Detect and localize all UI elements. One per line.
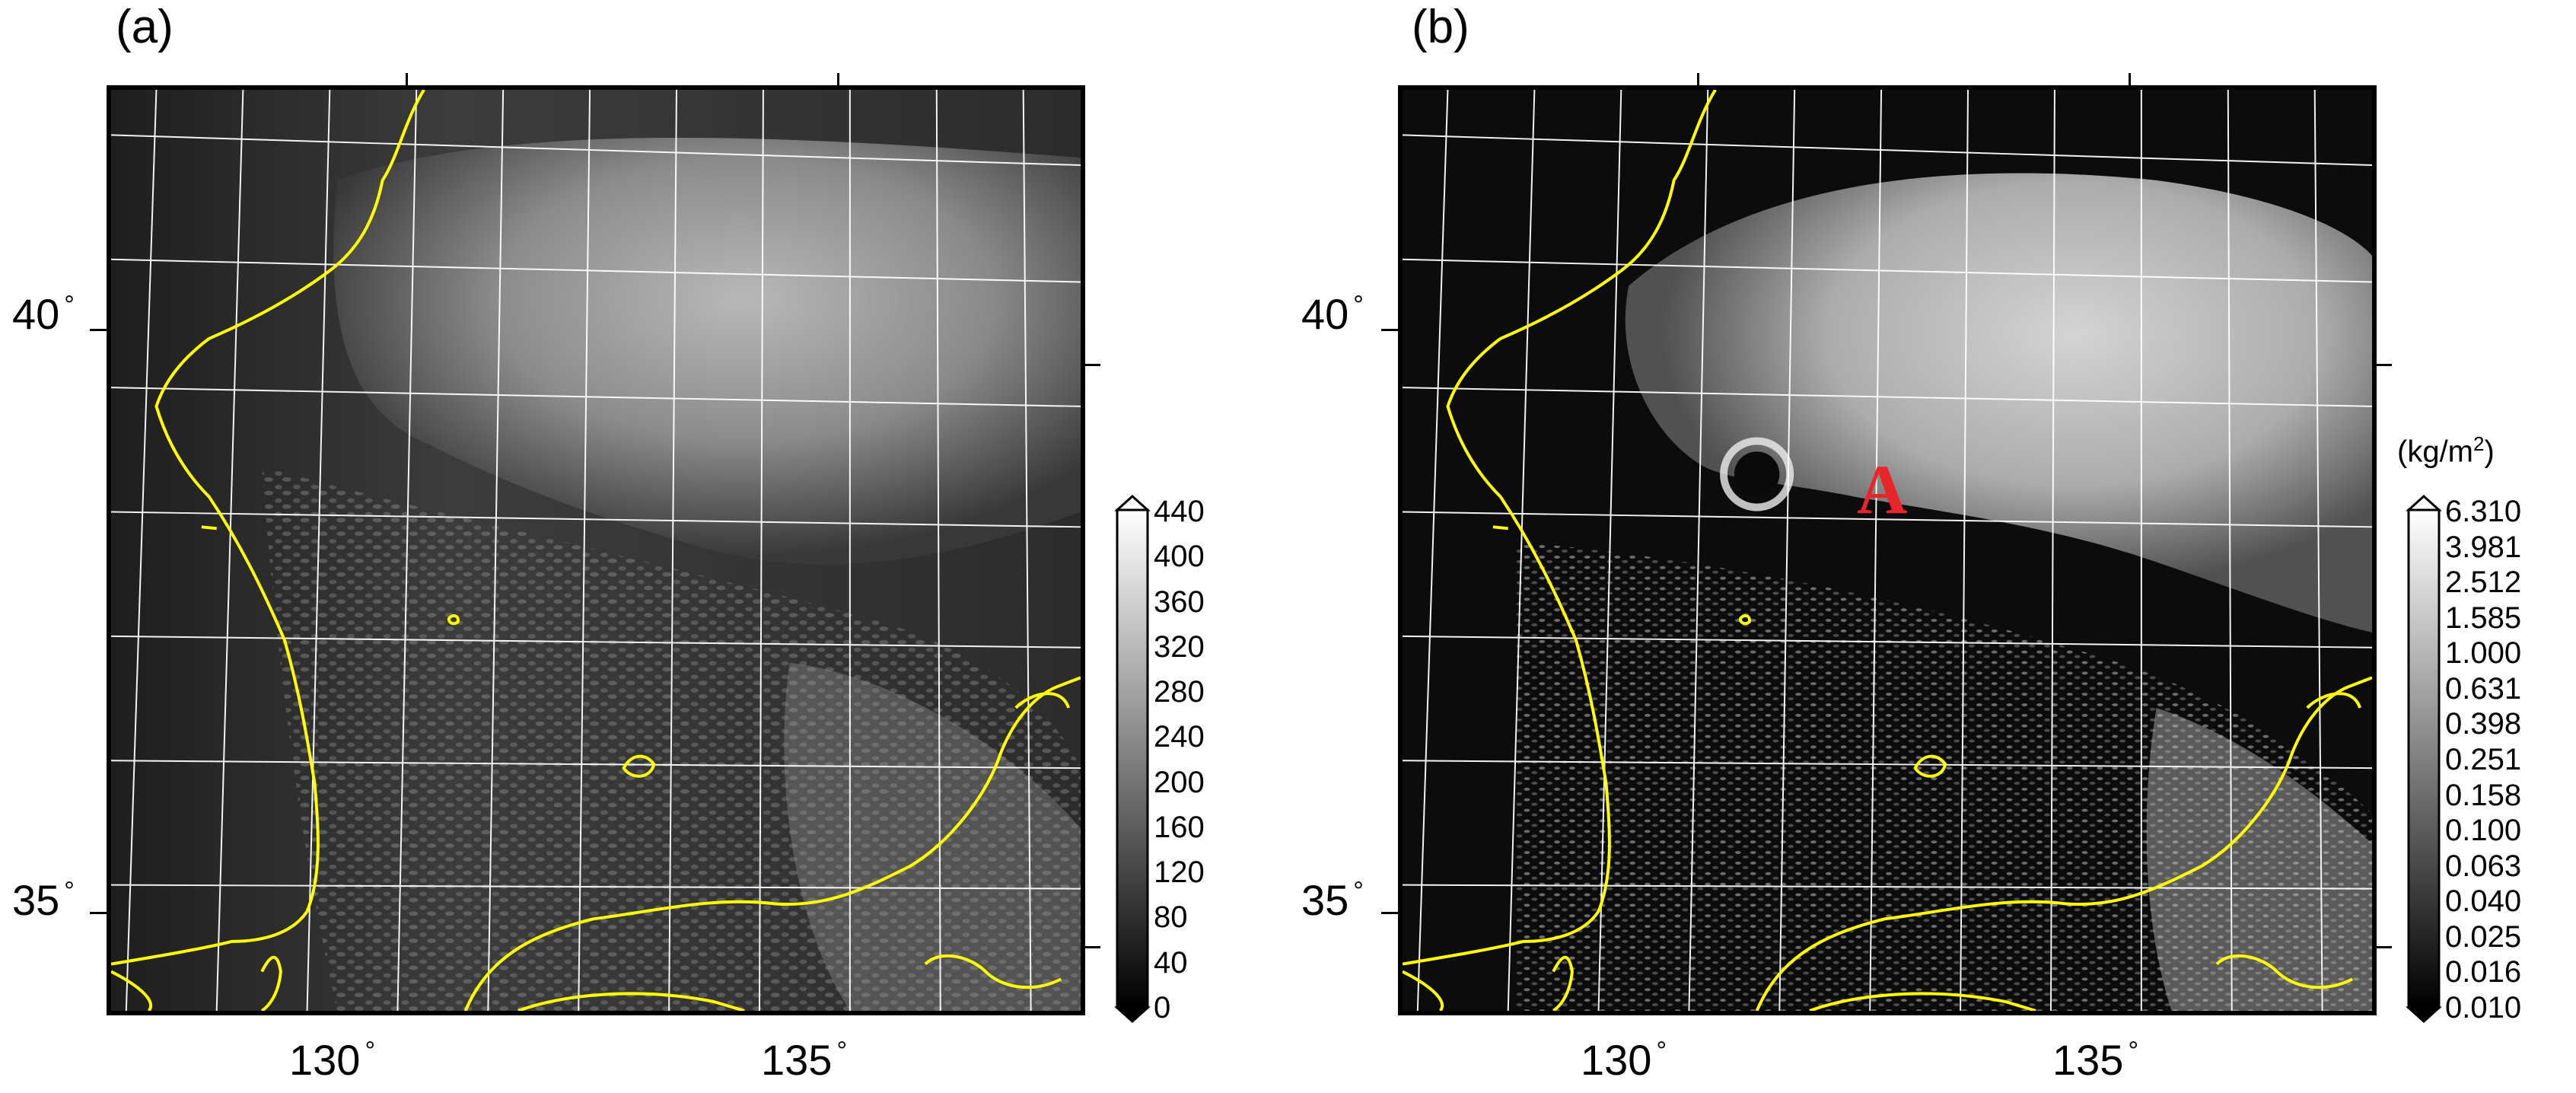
lat-tick-40-b <box>1381 329 1398 331</box>
colorbar-tick-label: 0.016 <box>2445 955 2522 989</box>
lat-label-35-a: 35 ° <box>12 876 75 924</box>
lon-tick-top-130-a <box>406 73 408 87</box>
colorbar-tick-label: 160 <box>1154 810 1205 844</box>
colorbar-tick-label: 0.063 <box>2445 849 2522 883</box>
colorbar-tick-label: 0.100 <box>2445 814 2522 848</box>
lat-tick-right-40-b <box>2377 364 2392 366</box>
colorbar-b-unit: (kg/m2) <box>2397 432 2495 469</box>
lon-label-130-b: 130 ° <box>1581 1036 1667 1084</box>
satellite-image-a <box>107 85 1085 1015</box>
lon-label-135-b: 135 ° <box>2052 1036 2139 1084</box>
colorbar-tick-label: 0.398 <box>2445 707 2522 741</box>
lat-tick-right-35-a <box>1085 946 1100 948</box>
colorbar-tick-label: 360 <box>1154 585 1205 619</box>
lon-label-130-a: 130 ° <box>289 1036 376 1084</box>
lat-tick-right-40-a <box>1085 364 1100 366</box>
colorbar-tick-label: 0.251 <box>2445 743 2522 776</box>
lon-tick-top-135-a <box>837 73 839 87</box>
colorbar-tick-label: 440 <box>1154 495 1205 528</box>
colorbar-tick-label: 280 <box>1154 675 1205 709</box>
colorbar-tick-label: 320 <box>1154 629 1205 664</box>
lat-label-35-b: 35 ° <box>1301 876 1364 924</box>
colorbar-tick-label: 120 <box>1154 856 1205 890</box>
colorbar-a <box>1114 494 1151 1024</box>
colorbar-tick-label: 80 <box>1154 900 1188 935</box>
panel-b-label: (b) <box>1412 1 1469 53</box>
colorbar-tick-label: 400 <box>1154 540 1205 574</box>
colorbar-tick-label: 3.981 <box>2445 530 2522 564</box>
colorbar-tick-label: 0.025 <box>2445 919 2522 954</box>
lon-tick-top-130-b <box>1697 73 1699 87</box>
colorbar-tick-label: 0.631 <box>2445 671 2522 706</box>
colorbar-tick-label: 240 <box>1154 720 1205 754</box>
lat-tick-35-a <box>90 912 107 914</box>
lat-tick-35-b <box>1381 912 1398 914</box>
lon-tick-top-135-b <box>2129 73 2131 87</box>
colorbar-tick-label: 0.040 <box>2445 884 2522 919</box>
annotation-a-marker: A <box>1857 451 1908 528</box>
colorbar-tick-label: 0 <box>1154 991 1171 1024</box>
lat-tick-40-a <box>90 329 107 331</box>
colorbar-tick-label: 1.585 <box>2445 601 2522 635</box>
satellite-image-b <box>1398 85 2377 1015</box>
colorbar-tick-label: 0.010 <box>2445 991 2522 1024</box>
colorbar-tick-label: 6.310 <box>2445 495 2522 528</box>
colorbar-b <box>2406 494 2442 1024</box>
lon-label-135-a: 135 ° <box>761 1036 848 1084</box>
colorbar-tick-label: 2.512 <box>2445 566 2522 600</box>
lat-label-40-b: 40 ° <box>1301 290 1364 338</box>
colorbar-tick-label: 0.158 <box>2445 778 2522 812</box>
panel-a-label: (a) <box>116 1 174 53</box>
colorbar-tick-label: 40 <box>1154 945 1188 980</box>
lat-label-40-a: 40 ° <box>12 290 75 338</box>
colorbar-tick-label: 1.000 <box>2445 636 2522 671</box>
lat-tick-right-35-b <box>2377 946 2392 948</box>
colorbar-tick-label: 200 <box>1154 765 1205 799</box>
